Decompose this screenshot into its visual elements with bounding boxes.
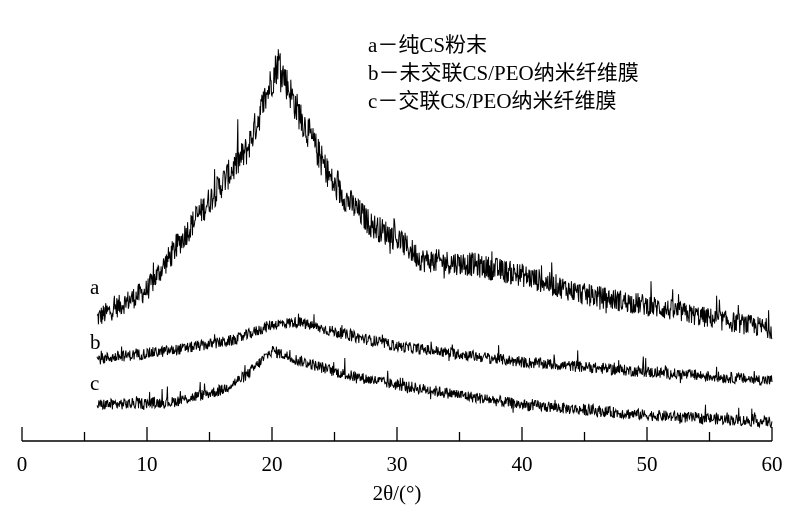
legend-item-a: a－纯CS粉末 — [368, 33, 487, 57]
x-tick-label: 10 — [137, 452, 158, 476]
legend-item-b: b－未交联CS/PEO纳米纤维膜 — [368, 61, 639, 85]
series-b-line — [96, 313, 773, 386]
curves — [96, 49, 773, 429]
legend: a－纯CS粉末 b－未交联CS/PEO纳米纤维膜 c－交联CS/PEO纳米纤维膜 — [368, 33, 639, 113]
legend-item-c: c－交联CS/PEO纳米纤维膜 — [368, 89, 617, 113]
x-axis-label: 2θ/(°) — [373, 481, 422, 505]
x-tick-label: 60 — [762, 452, 783, 476]
x-tick-label: 0 — [17, 452, 28, 476]
series-a-line — [96, 49, 773, 340]
curve-label-a: a — [90, 275, 100, 299]
x-tick-label: 50 — [637, 452, 658, 476]
curve-label-b: b — [90, 330, 101, 354]
series-c-line — [96, 345, 773, 429]
x-ticks: 0 10 20 30 40 50 60 — [17, 427, 783, 476]
x-tick-label: 30 — [387, 452, 408, 476]
x-tick-label: 40 — [512, 452, 533, 476]
x-tick-label: 20 — [262, 452, 283, 476]
curve-label-c: c — [90, 371, 99, 395]
